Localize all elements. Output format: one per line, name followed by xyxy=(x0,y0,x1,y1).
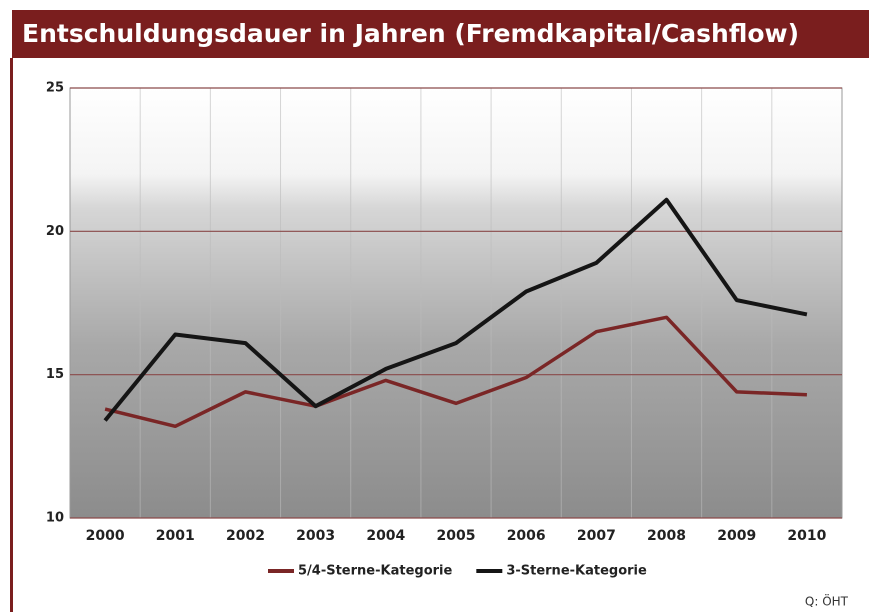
x-tick-label: 2005 xyxy=(437,528,476,544)
y-tick-label: 25 xyxy=(46,81,64,96)
x-tick-label: 2007 xyxy=(577,528,616,544)
x-tick-label: 2006 xyxy=(507,528,546,544)
legend-label: 3-Sterne-Kategorie xyxy=(506,564,647,579)
x-tick-label: 2009 xyxy=(717,528,756,544)
title-bar xyxy=(12,10,869,58)
x-tick-label: 2003 xyxy=(296,528,335,544)
x-tick-label: 2002 xyxy=(226,528,265,544)
y-tick-label: 10 xyxy=(46,511,64,526)
y-tick-label: 20 xyxy=(46,224,64,239)
plot-area xyxy=(69,87,843,519)
legend-label: 5/4-Sterne-Kategorie xyxy=(298,564,452,579)
x-tick-label: 2000 xyxy=(86,528,125,544)
series-line xyxy=(104,315,807,429)
series-line xyxy=(103,197,808,422)
source: Q: ÖHT xyxy=(805,593,849,609)
y-tick-label: 15 xyxy=(46,367,64,382)
frame-left xyxy=(10,58,13,612)
x-tick-label: 2001 xyxy=(156,528,195,544)
chart-title: Entschuldungsdauer in Jahren (Fremdkapit… xyxy=(22,19,799,48)
x-tick-label: 2008 xyxy=(647,528,686,544)
x-tick-label: 2010 xyxy=(787,528,826,544)
x-tick-label: 2004 xyxy=(366,528,405,544)
